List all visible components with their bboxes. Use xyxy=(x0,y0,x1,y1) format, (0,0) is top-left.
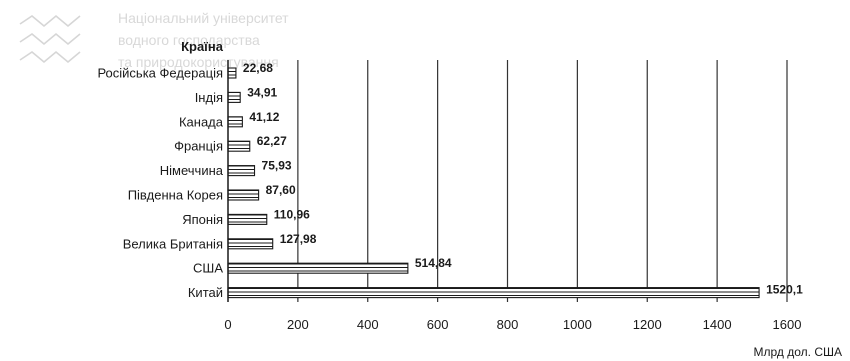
bars xyxy=(227,67,760,299)
category-label: Німеччина xyxy=(160,163,224,178)
category-label: США xyxy=(193,261,223,276)
category-label: Франція xyxy=(174,139,223,154)
value-label: 514,84 xyxy=(415,256,452,270)
value-label: 22,68 xyxy=(243,61,273,75)
watermark-line-3: та природокористування xyxy=(118,54,279,70)
category-label: Канада xyxy=(179,114,224,129)
value-label: 62,27 xyxy=(257,134,287,148)
value-label: 34,91 xyxy=(247,85,277,99)
bar xyxy=(227,238,274,250)
value-label: 127,98 xyxy=(280,232,317,246)
bar xyxy=(227,213,268,225)
value-label: 87,60 xyxy=(266,183,296,197)
bar xyxy=(227,262,409,274)
x-tick-label: 0 xyxy=(224,317,231,332)
watermark-line-2: водного господарства xyxy=(118,32,260,48)
category-label: Велика Британія xyxy=(123,236,223,251)
x-tick-label: 1200 xyxy=(633,317,662,332)
category-label: Індія xyxy=(195,90,223,105)
category-labels: Російська Федерація Індія Канада Франція Нім… xyxy=(97,66,223,301)
category-label: Південна Корея xyxy=(128,188,223,203)
value-label: 41,12 xyxy=(249,110,279,124)
wave-lines-icon xyxy=(18,14,88,79)
bar xyxy=(227,91,241,103)
value-label: 1520,1 xyxy=(766,283,803,297)
y-axis-label: Країна xyxy=(181,39,224,54)
x-tick-labels: 0 200 400 600 800 1000 1200 1400 1600 xyxy=(224,317,801,332)
bar xyxy=(227,287,760,299)
x-tick-label: 400 xyxy=(357,317,379,332)
x-tick-label: 1600 xyxy=(773,317,802,332)
x-tick-label: 200 xyxy=(287,317,309,332)
watermark-line-1: Національний університет xyxy=(118,10,289,26)
x-tick-label: 600 xyxy=(427,317,449,332)
x-axis-label: Млрд дол. США xyxy=(754,345,842,359)
bar xyxy=(227,116,243,128)
value-label: 110,96 xyxy=(274,207,310,221)
x-tick-label: 800 xyxy=(497,317,519,332)
category-label: Китай xyxy=(188,285,223,300)
bar xyxy=(227,189,260,201)
value-labels: 22,68 34,91 41,12 62,27 75,93 87,60 110,96 127,… xyxy=(243,61,803,297)
x-tick-label: 1400 xyxy=(703,317,732,332)
grid-lines xyxy=(297,60,788,302)
bar xyxy=(227,140,251,152)
bar xyxy=(227,165,256,177)
category-label: Російська Федерація xyxy=(97,66,223,81)
x-tick-label: 1000 xyxy=(563,317,592,332)
value-label: 75,93 xyxy=(262,159,292,173)
category-label: Японія xyxy=(182,212,223,227)
bar xyxy=(227,67,237,79)
